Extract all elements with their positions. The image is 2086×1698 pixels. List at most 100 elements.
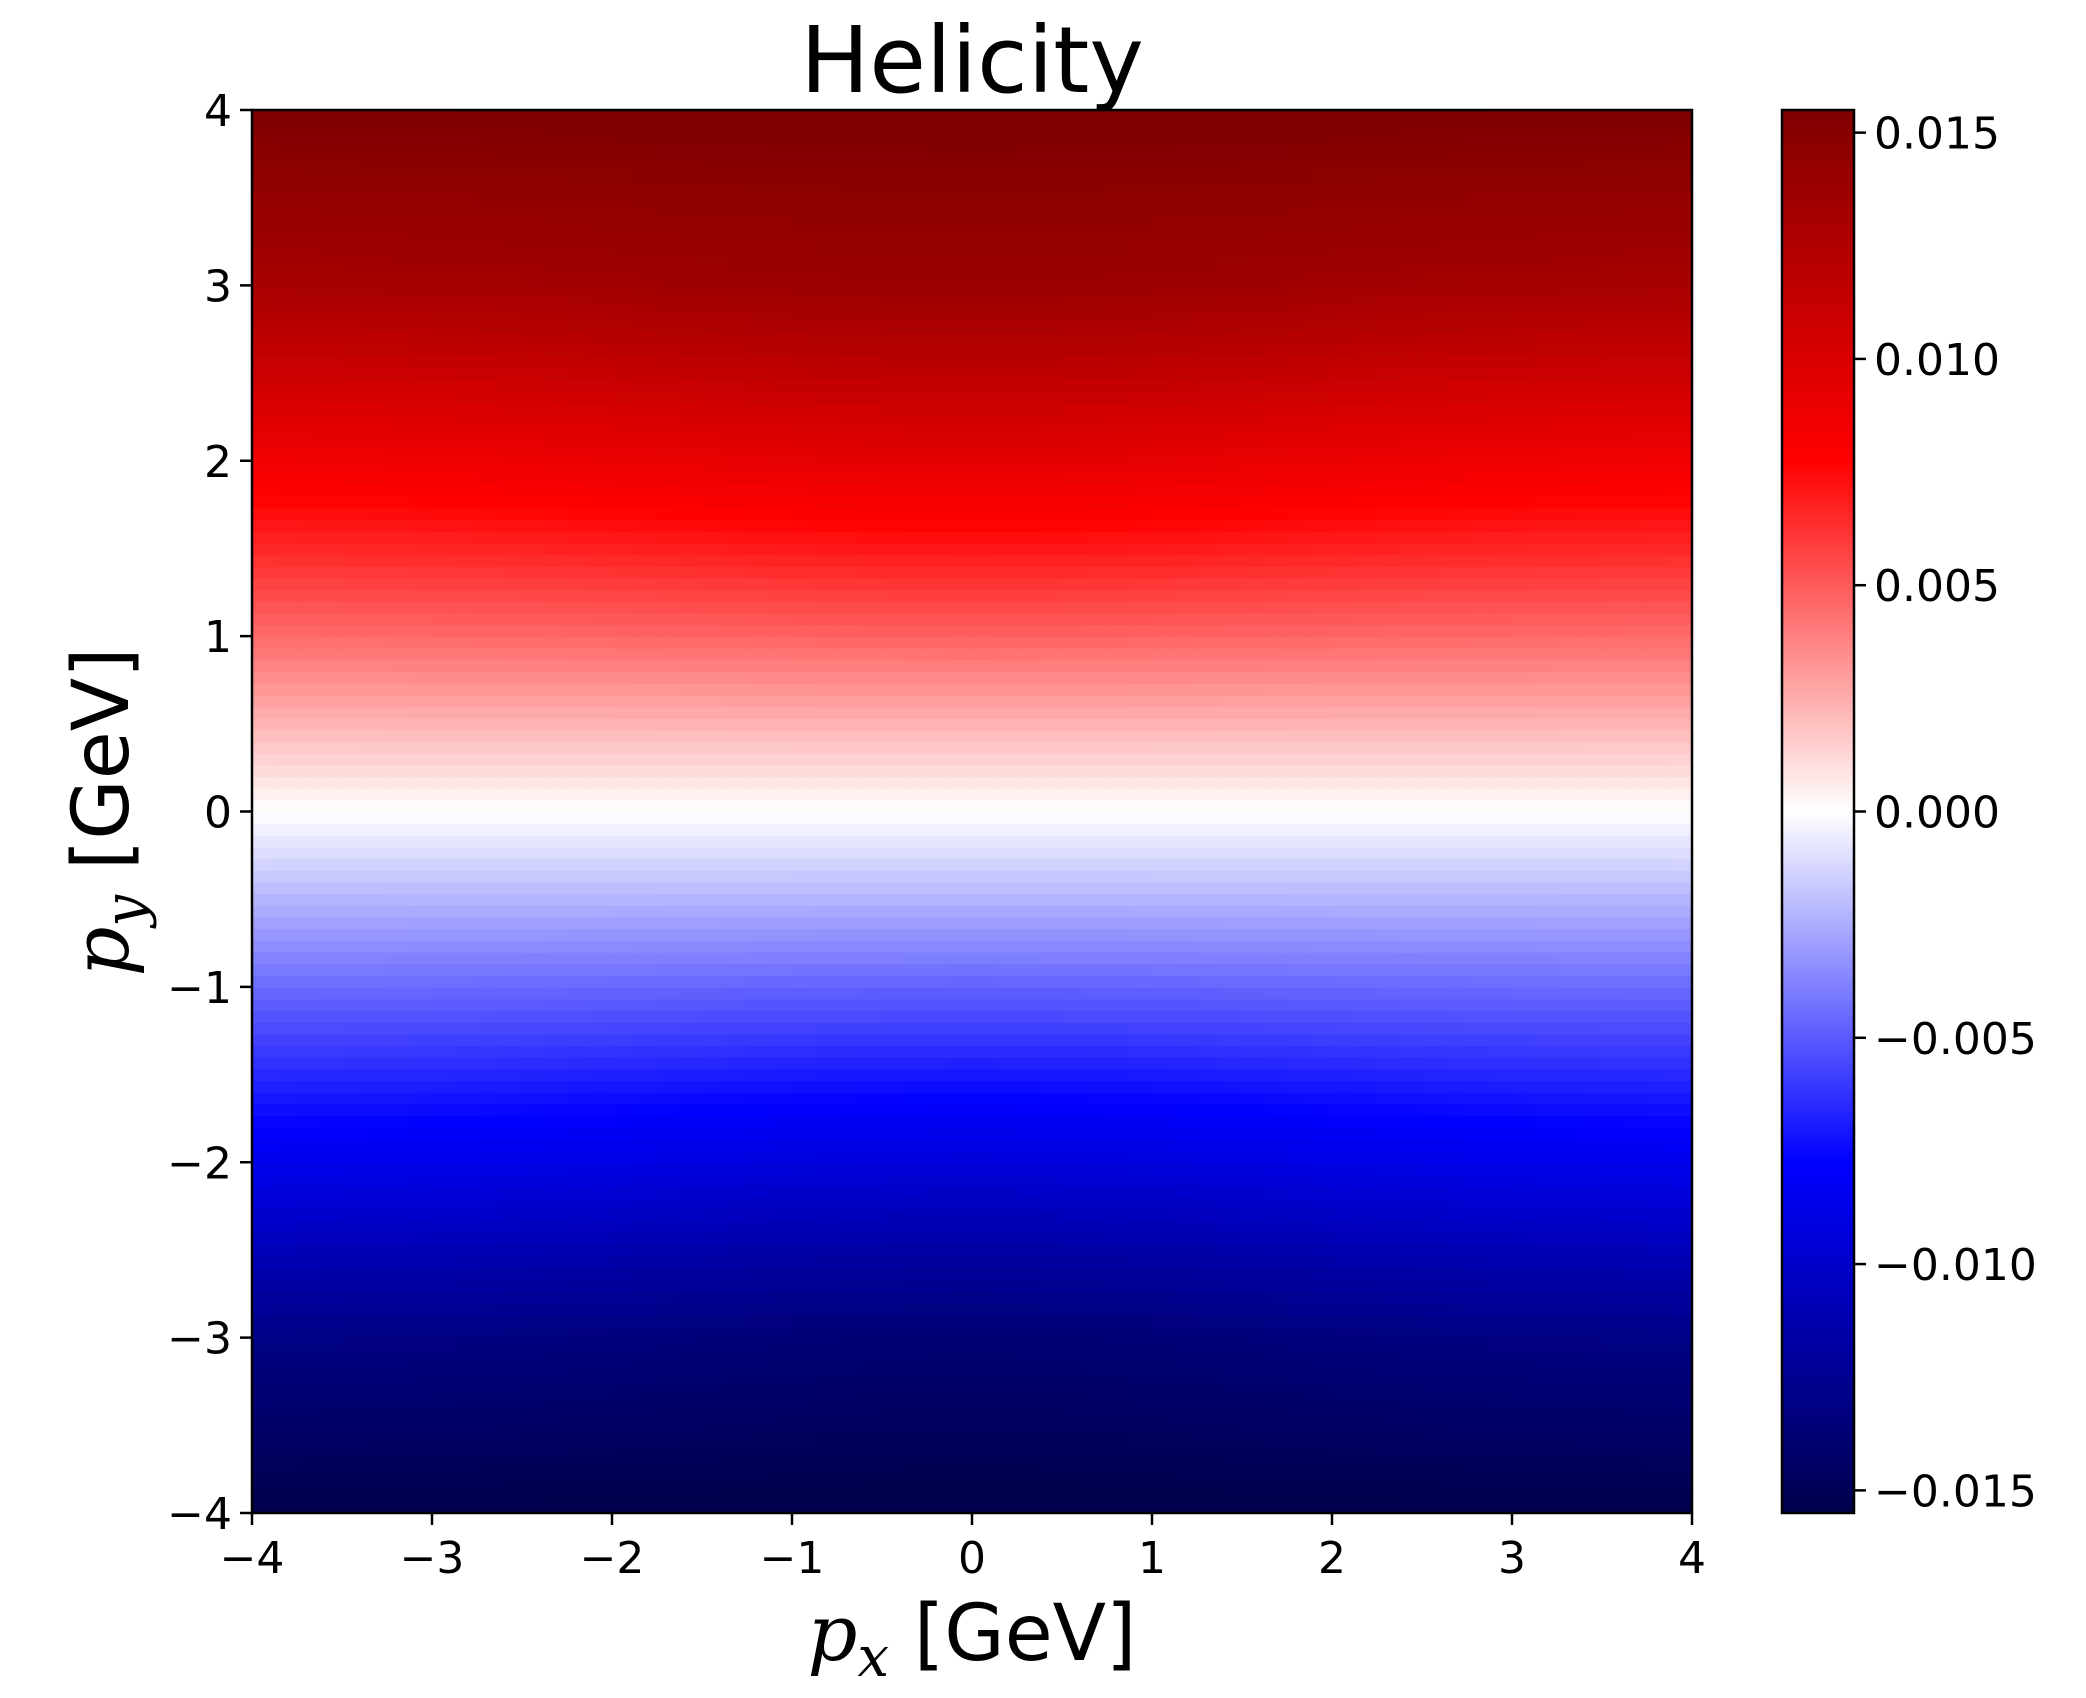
heatmap-cell [409, 1103, 433, 1117]
heatmap-cell [297, 1115, 321, 1128]
heatmap-cell [1354, 1115, 1378, 1128]
heatmap-cell [859, 1197, 883, 1210]
heatmap-cell [1084, 1255, 1108, 1269]
heatmap-cell [949, 1197, 973, 1210]
heatmap-cell [1422, 1173, 1446, 1187]
heatmap-cell [1287, 1033, 1311, 1047]
heatmap-cell [1219, 799, 1243, 813]
heatmap-cell [657, 1431, 681, 1444]
heatmap-cell [274, 717, 298, 731]
heatmap-cell [1332, 1068, 1356, 1082]
heatmap-cell [904, 823, 928, 836]
heatmap-cell [522, 1442, 546, 1456]
heatmap-cell [1422, 905, 1446, 918]
heatmap-cell [747, 1127, 771, 1140]
heatmap-cell [1174, 1325, 1198, 1339]
heatmap-cell [747, 1115, 771, 1128]
heatmap-cell [1534, 893, 1558, 906]
heatmap-cell [1669, 1431, 1692, 1444]
heatmap-cell [1062, 647, 1086, 661]
heatmap-cell [1377, 729, 1401, 743]
heatmap-cell [1602, 1150, 1626, 1164]
heatmap-cell [1624, 764, 1648, 778]
heatmap-cell [1107, 1115, 1131, 1128]
heatmap-cell [927, 776, 951, 789]
heatmap-cell [612, 975, 636, 988]
heatmap-cell [1354, 1150, 1378, 1164]
heatmap-cell [1557, 928, 1581, 941]
heatmap-cell [1219, 1150, 1243, 1164]
heatmap-cell [1467, 788, 1491, 801]
heatmap-cell [364, 1290, 388, 1304]
heatmap-cell [724, 1325, 748, 1339]
heatmap-cell [454, 1173, 478, 1187]
heatmap-cell [634, 1337, 658, 1351]
heatmap-cell [1579, 799, 1603, 813]
heatmap-cell [454, 975, 478, 988]
heatmap-cell [1242, 881, 1266, 895]
heatmap-cell [1287, 940, 1311, 953]
heatmap-cell [1489, 963, 1513, 976]
heatmap-cell [387, 624, 411, 637]
heatmap-cell [1152, 647, 1176, 661]
heatmap-cell [1444, 1127, 1468, 1140]
heatmap-cell [679, 1057, 703, 1070]
heatmap-cell [409, 1232, 433, 1245]
heatmap-cell [994, 612, 1018, 626]
heatmap-cell [567, 1501, 591, 1513]
heatmap-cell [252, 1138, 276, 1152]
heatmap-cell [634, 1466, 658, 1479]
heatmap-cell [432, 636, 456, 649]
heatmap-cell [1062, 753, 1086, 766]
heatmap-cell [1062, 1080, 1086, 1093]
heatmap-cell [342, 881, 366, 895]
heatmap-cell [432, 753, 456, 766]
heatmap-cell [1422, 1103, 1446, 1117]
heatmap-cell [342, 682, 366, 696]
heatmap-cell [859, 729, 883, 743]
heatmap-cell [994, 764, 1018, 778]
heatmap-cell [477, 1010, 501, 1023]
heatmap-cell [724, 1021, 748, 1035]
heatmap-cell [1219, 1162, 1243, 1175]
heatmap-cell [679, 1384, 703, 1397]
heatmap-cell [612, 1010, 636, 1023]
heatmap-cell [544, 1325, 568, 1339]
heatmap-cell [409, 788, 433, 801]
heatmap-cell [747, 647, 771, 661]
heatmap-cell [432, 1033, 456, 1047]
heatmap-cell [342, 975, 366, 988]
heatmap-cell [1219, 1361, 1243, 1374]
heatmap-cell [1062, 1302, 1086, 1316]
heatmap-cell [364, 834, 388, 848]
heatmap-cell [1377, 1325, 1401, 1339]
heatmap-cell [634, 1232, 658, 1245]
heatmap-cell [1107, 1361, 1131, 1374]
heatmap-cell [1467, 1220, 1491, 1234]
heatmap-cell [297, 1477, 321, 1491]
heatmap-cell [1174, 858, 1198, 871]
heatmap-cell [1084, 940, 1108, 953]
heatmap-cell [1647, 1045, 1671, 1058]
heatmap-cell [1309, 1244, 1333, 1257]
heatmap-cell [1197, 1454, 1221, 1468]
heatmap-cell [1242, 671, 1266, 684]
heatmap-cell [1332, 811, 1356, 824]
heatmap-cell [1489, 1431, 1513, 1444]
heatmap-cell [1129, 1419, 1153, 1432]
heatmap-cell [972, 1349, 996, 1362]
heatmap-cell [1399, 741, 1423, 754]
heatmap-cell [1309, 1454, 1333, 1468]
heatmap-cell [927, 975, 951, 988]
heatmap-cell [1017, 998, 1041, 1012]
heatmap-cell [1017, 1115, 1041, 1128]
heatmap-cell [747, 636, 771, 649]
heatmap-cell [747, 893, 771, 906]
heatmap-cell [1039, 1279, 1063, 1292]
heatmap-cell [342, 1010, 366, 1023]
heatmap-cell [1174, 1127, 1198, 1140]
heatmap-cell [1332, 729, 1356, 743]
heatmap-cell [342, 1255, 366, 1269]
heatmap-cell [589, 1115, 613, 1128]
heatmap-cell [994, 647, 1018, 661]
